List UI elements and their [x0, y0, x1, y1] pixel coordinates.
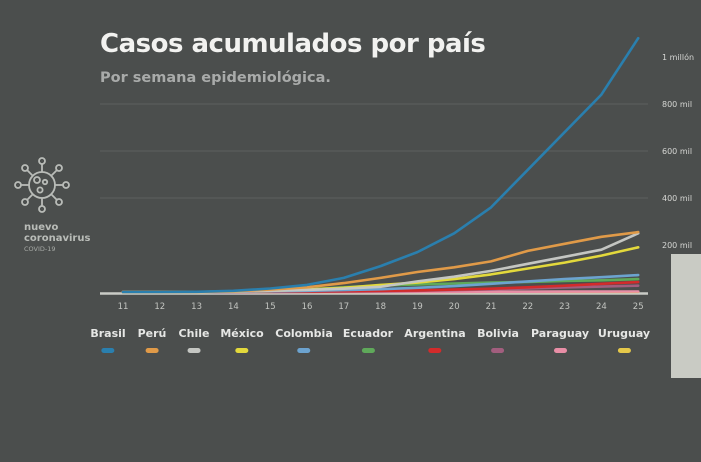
legend-swatch: [297, 348, 311, 353]
x-tick-label: 16: [302, 302, 313, 312]
x-tick-label: 13: [191, 302, 202, 312]
legend-item-chile: Chile: [178, 327, 210, 353]
legend-swatch: [187, 348, 201, 353]
legend-item-brasil: Brasil: [90, 327, 126, 353]
legend-swatch: [553, 348, 567, 353]
chart-title: Casos acumulados por país: [100, 29, 486, 59]
side-panel: [671, 254, 701, 378]
logo-text-covid: COVID-19: [24, 245, 56, 253]
y-tick-label: 600 mil: [662, 147, 692, 156]
legend-label: Perú: [137, 327, 167, 340]
legend-item-bolivia: Bolivia: [477, 327, 519, 353]
legend-label: Brasil: [90, 327, 126, 340]
legend-label: Argentina: [404, 327, 466, 340]
legend-label: Ecuador: [342, 327, 394, 340]
x-tick-label: 15: [265, 302, 276, 312]
x-tick-label: 14: [228, 302, 239, 312]
y-tick-label: 800 mil: [662, 100, 692, 109]
x-tick-label: 23: [559, 302, 570, 312]
legend-label: Chile: [178, 327, 210, 340]
legend-swatch: [101, 348, 115, 353]
legend-label: México: [220, 327, 264, 340]
x-tick-label: 22: [522, 302, 533, 312]
x-tick-label: 21: [486, 302, 497, 312]
legend-item-argentina: Argentina: [404, 327, 466, 353]
series-line-brasil: [121, 36, 640, 294]
legend-swatch: [428, 348, 442, 353]
legend-label: Bolivia: [477, 327, 519, 340]
x-tick-label: 12: [154, 302, 165, 312]
y-tick-label: 1 millón: [662, 52, 694, 62]
coronavirus-icon: [14, 157, 70, 213]
y-tick-label: 200 mil: [662, 241, 692, 250]
legend-label: Uruguay: [597, 327, 651, 340]
legend-label: Paraguay: [531, 327, 589, 340]
x-tick-label: 18: [375, 302, 386, 312]
legend-item-colombia: Colombia: [275, 327, 333, 353]
legend-item-uruguay: Uruguay: [598, 327, 650, 353]
legend-swatch: [235, 348, 249, 353]
legend-item-paraguay: Paraguay: [531, 327, 589, 353]
chart-subtitle: Por semana epidemiológica.: [100, 70, 331, 86]
legend-item-méxico: México: [220, 327, 264, 353]
legend-item-perú: Perú: [137, 327, 167, 353]
logo-text-coronavirus: coronavirus: [24, 233, 91, 244]
x-tick-label: 20: [449, 302, 460, 312]
legend-label: Colombia: [275, 327, 333, 340]
x-tick-label: 25: [633, 302, 644, 312]
legend-swatch: [361, 348, 375, 353]
y-tick-label: 400 mil: [662, 194, 692, 203]
legend-swatch: [491, 348, 505, 353]
x-tick-label: 24: [596, 302, 607, 312]
legend-swatch: [617, 348, 631, 353]
legend-item-ecuador: Ecuador: [343, 327, 393, 353]
logo-text-nuevo: nuevo: [24, 222, 59, 233]
legend-swatch: [145, 348, 159, 353]
x-tick-label: 17: [338, 302, 349, 312]
x-tick-label: 11: [118, 302, 129, 312]
x-tick-label: 19: [412, 302, 423, 312]
